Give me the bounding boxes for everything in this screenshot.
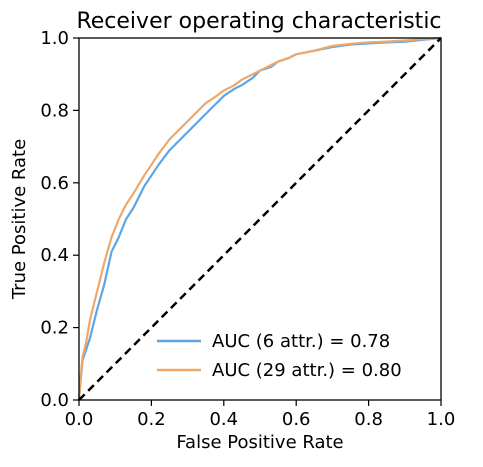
- x-axis-label: False Positive Rate: [176, 432, 343, 453]
- plot-area: [77, 36, 442, 401]
- x-axis-ticks: 0.0 0.2 0.4 0.6 0.8 1.0: [65, 400, 456, 430]
- legend-label-29-attr: AUC (29 attr.) = 0.80: [212, 360, 402, 381]
- x-tick-label: 0.6: [282, 409, 311, 430]
- y-tick-label: 0.6: [40, 173, 69, 194]
- y-tick-label: 0.2: [40, 318, 69, 339]
- y-axis-ticks: 0.0 0.2 0.4 0.6 0.8 1.0: [40, 28, 79, 411]
- y-axis-label: True Positive Rate: [9, 139, 30, 300]
- plot-frame: [78, 37, 442, 401]
- x-tick-label: 0.4: [209, 409, 238, 430]
- roc-curve-29-attr: [77, 36, 442, 401]
- x-tick-label: 0.8: [354, 409, 383, 430]
- legend-label-6-attr: AUC (6 attr.) = 0.78: [212, 331, 390, 352]
- x-tick-label: 0.0: [65, 409, 94, 430]
- x-tick-label: 1.0: [427, 409, 456, 430]
- x-tick-label: 0.2: [137, 409, 166, 430]
- y-tick-label: 0.8: [40, 100, 69, 121]
- y-tick-label: 1.0: [40, 28, 69, 49]
- chart-title: Receiver operating characteristic: [76, 9, 441, 34]
- y-tick-label: 0.4: [40, 245, 69, 266]
- chance-diagonal: [78, 37, 442, 401]
- y-tick-label: 0.0: [40, 390, 69, 411]
- legend: AUC (6 attr.) = 0.78 AUC (29 attr.) = 0.…: [157, 331, 402, 381]
